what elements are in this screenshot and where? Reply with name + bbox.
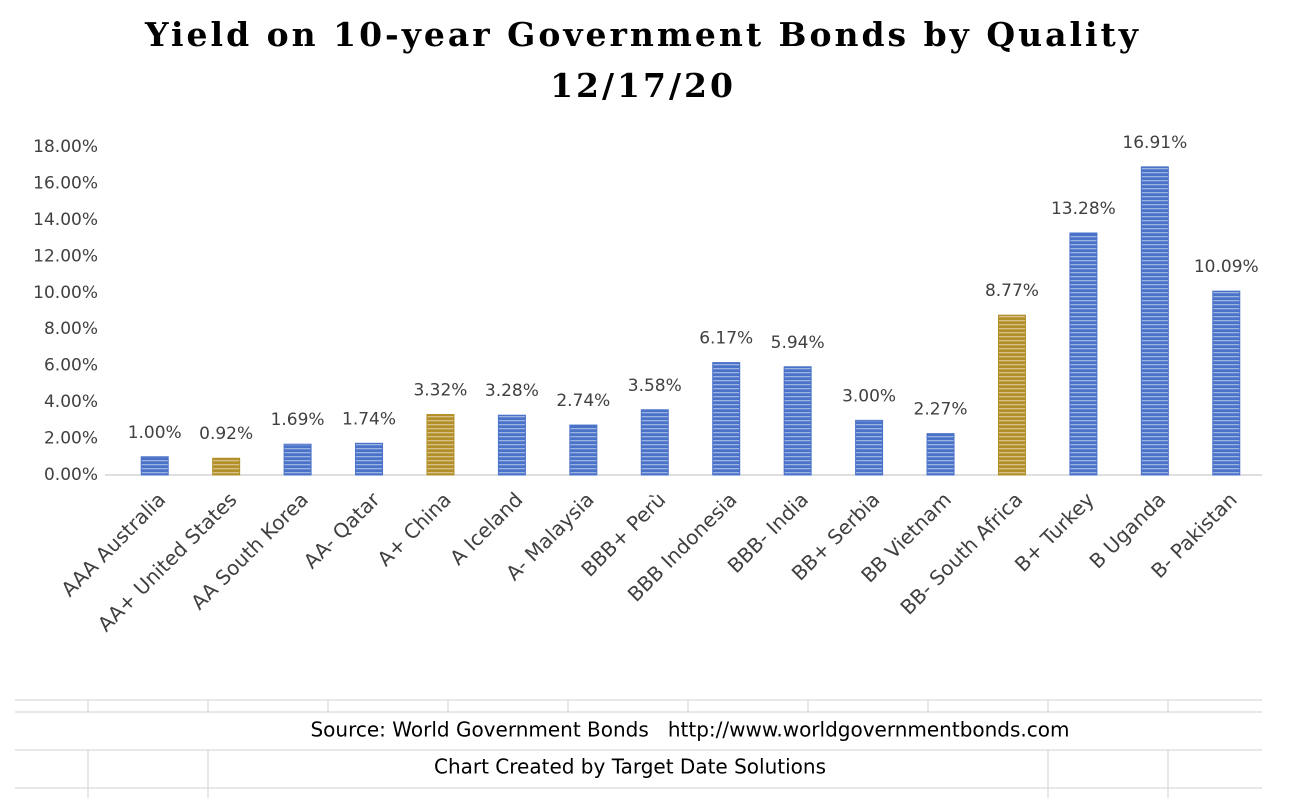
y-tick-label: 14.00% bbox=[33, 210, 98, 230]
bar bbox=[640, 409, 669, 476]
value-label: 8.77% bbox=[985, 281, 1039, 301]
chart-title: Yield on 10-year Government Bonds by Qua… bbox=[144, 15, 1141, 54]
bar bbox=[926, 433, 955, 476]
value-label: 13.28% bbox=[1051, 199, 1116, 219]
bar bbox=[426, 414, 455, 476]
bar bbox=[855, 419, 884, 476]
value-label: 1.69% bbox=[271, 410, 325, 430]
bar bbox=[1069, 232, 1098, 476]
value-label: 0.92% bbox=[199, 424, 253, 444]
y-tick-label: 10.00% bbox=[33, 283, 98, 303]
sheet-grid bbox=[15, 699, 1262, 798]
y-tick-label: 8.00% bbox=[44, 319, 98, 339]
y-tick-label: 12.00% bbox=[33, 246, 98, 266]
bar bbox=[212, 457, 241, 476]
value-label: 3.58% bbox=[628, 376, 682, 396]
x-tick-label: A+ China bbox=[372, 487, 455, 570]
value-label: 3.32% bbox=[413, 381, 467, 401]
bar bbox=[712, 362, 741, 476]
bar bbox=[497, 414, 526, 476]
value-label: 5.94% bbox=[771, 333, 825, 353]
value-label: 3.00% bbox=[842, 386, 896, 406]
bar bbox=[1212, 290, 1241, 476]
y-tick-label: 18.00% bbox=[33, 137, 98, 157]
value-label: 1.00% bbox=[128, 423, 182, 443]
value-label: 3.28% bbox=[485, 381, 539, 401]
bar bbox=[355, 442, 384, 476]
value-label: 1.74% bbox=[342, 409, 396, 429]
bar bbox=[140, 456, 169, 476]
y-tick-label: 0.00% bbox=[44, 465, 98, 485]
bar bbox=[283, 443, 312, 476]
value-label: 16.91% bbox=[1122, 133, 1187, 153]
x-tick-label: BB- South Africa bbox=[895, 487, 1027, 619]
bar bbox=[783, 366, 812, 476]
bar bbox=[1140, 166, 1169, 476]
value-label: 2.27% bbox=[914, 400, 968, 420]
value-label: 2.74% bbox=[556, 391, 610, 411]
x-tick-label: AA+ United States bbox=[93, 487, 242, 636]
y-tick-label: 4.00% bbox=[44, 392, 98, 412]
value-label: 6.17% bbox=[699, 329, 753, 349]
chart-subtitle: 12/17/20 bbox=[550, 66, 736, 105]
value-label: 10.09% bbox=[1194, 257, 1259, 277]
y-tick-label: 2.00% bbox=[44, 429, 98, 449]
y-tick-label: 6.00% bbox=[44, 356, 98, 376]
credit-note: Chart Created by Target Date Solutions bbox=[434, 755, 826, 779]
y-tick-label: 16.00% bbox=[33, 173, 98, 193]
x-tick-label: AA- Qatar bbox=[299, 487, 385, 573]
bar bbox=[569, 424, 598, 476]
bar bbox=[997, 314, 1026, 476]
source-note: Source: World Government Bonds http://ww… bbox=[310, 718, 1069, 742]
